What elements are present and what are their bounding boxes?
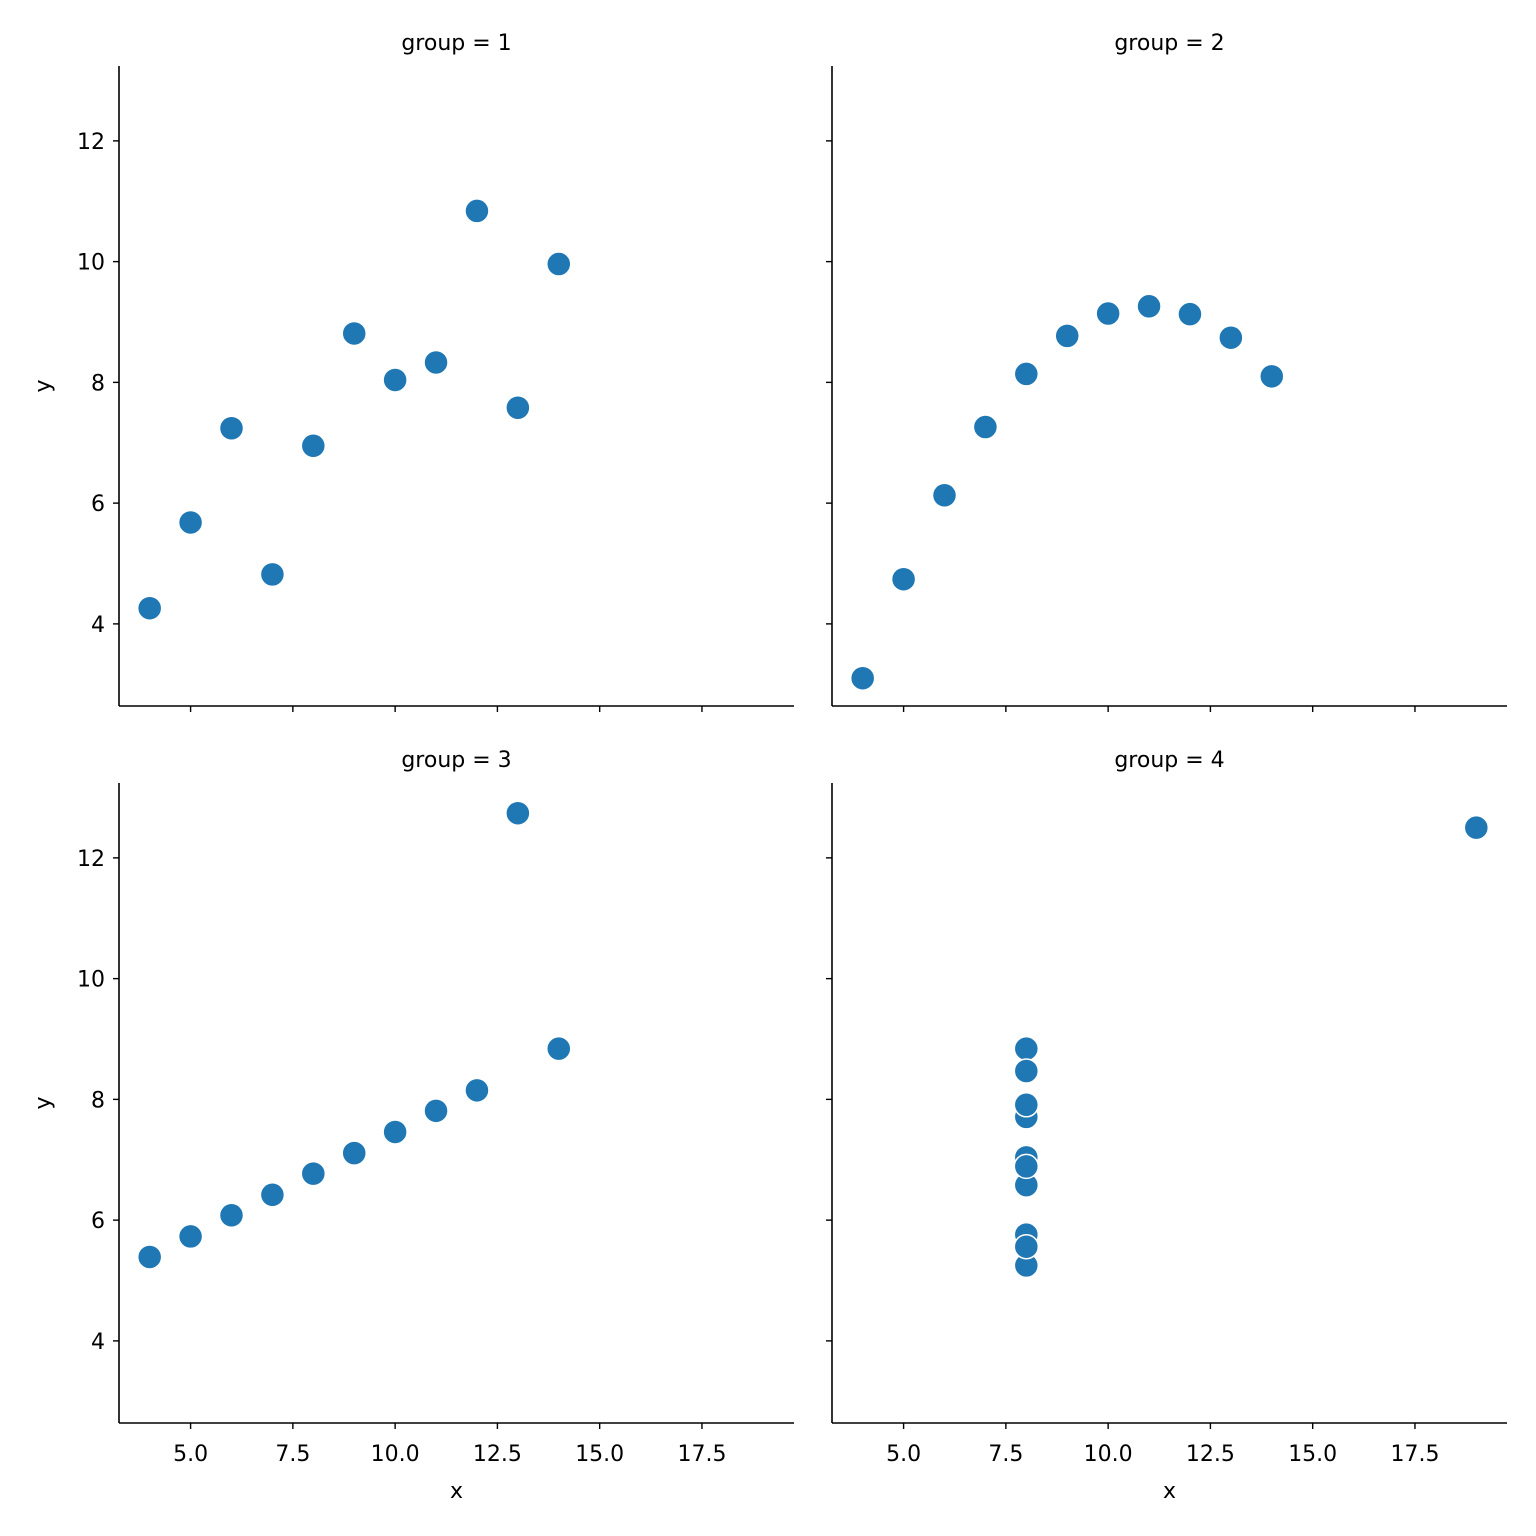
y-tick-label: 4 [91,613,105,638]
x-tick-label: 5.0 [886,1442,921,1467]
data-point [1013,1233,1040,1260]
panel-title: group = 1 [401,31,511,56]
panel-title: group = 4 [1114,748,1224,773]
data-point [1136,293,1162,320]
data-point [300,1160,327,1187]
x-tick-label: 17.5 [1390,1442,1439,1467]
y-tick-label: 8 [91,1088,105,1113]
x-tick-label: 12.5 [473,1442,522,1467]
y-axis-label: y [31,379,56,392]
data-point [1177,301,1203,327]
data-point [136,595,163,621]
y-axis-label: y [31,1096,56,1109]
data-point [382,1119,408,1145]
x-tick-label: 17.5 [677,1442,726,1467]
data-point [1013,1092,1040,1118]
x-axis-label: x [1163,1479,1176,1504]
y-tick-label: 10 [77,968,105,993]
data-point [1259,363,1285,390]
x-tick-label: 7.5 [275,1442,310,1467]
y-tick-label: 12 [77,847,105,872]
panel-title: group = 2 [1114,31,1224,56]
data-point [890,566,917,592]
x-axis-label: x [450,1479,463,1504]
facet-panel-4: group = 4 5.0 7.5 10.0 12.5 15.0 17.5 x [826,748,1507,1504]
data-point [1095,300,1121,327]
data-point [464,198,490,224]
data-point [546,1035,572,1062]
data-point [177,1223,204,1250]
data-point [505,800,531,826]
data-point [1218,324,1244,351]
x-tick-label: 5.0 [173,1442,208,1467]
data-point [505,394,531,421]
facet-panel-3: group = 3 4 6 8 10 12 5.0 7.5 10.0 12.5 15.0 17.5 y x [31,748,794,1504]
data-point [382,367,408,393]
data-point [218,1202,245,1229]
data-point [546,251,572,277]
data-point [218,415,245,442]
data-point [1013,1153,1040,1180]
y-tick-label: 6 [91,492,105,517]
data-point [1013,1035,1040,1062]
data-point [1054,323,1080,349]
data-point [259,1182,286,1208]
data-point [300,433,327,459]
x-tick-label: 10.0 [371,1442,420,1467]
y-tick-label: 6 [91,1209,105,1234]
data-point [849,665,876,691]
y-tick-label: 8 [91,371,105,396]
data-point [177,509,204,536]
x-tick-label: 10.0 [1084,1442,1133,1467]
x-tick-label: 15.0 [1288,1442,1337,1467]
data-point [972,414,999,440]
y-tick-label: 10 [77,251,105,276]
x-tick-label: 12.5 [1186,1442,1235,1467]
panel-title: group = 3 [401,748,511,773]
data-point [1013,1058,1040,1084]
data-point [931,482,958,509]
facet-panel-2: group = 2 [826,31,1507,712]
x-tick-label: 15.0 [575,1442,624,1467]
data-point [1463,814,1490,841]
data-point [423,349,449,376]
x-tick-label: 7.5 [988,1442,1023,1467]
data-point [464,1077,490,1104]
data-point [1013,361,1040,387]
data-point [423,1098,449,1124]
y-tick-label: 4 [91,1330,105,1355]
data-point [259,561,286,588]
y-tick-label: 12 [77,130,105,155]
data-point [341,320,367,347]
data-point [341,1140,367,1166]
facet-panel-1: group = 1 4 6 8 10 12 y [31,31,794,712]
data-point [136,1244,163,1270]
